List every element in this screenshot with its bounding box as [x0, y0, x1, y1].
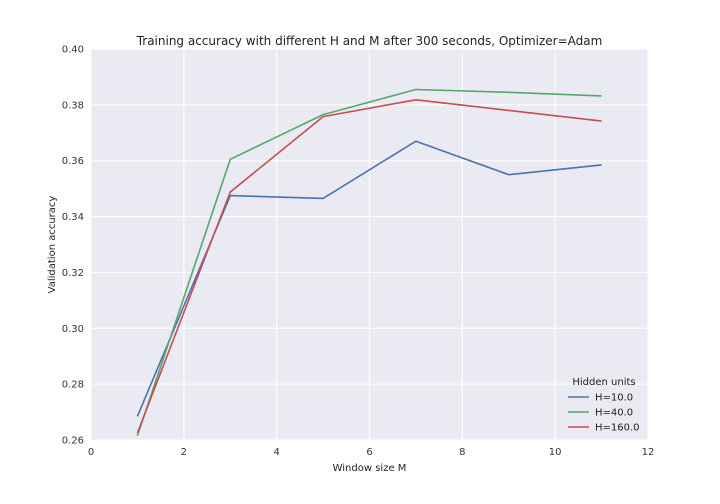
y-axis-label: Validation accuracy: [47, 196, 58, 294]
y-tick-label: 0.26: [62, 436, 84, 447]
x-tick-label: 0: [88, 447, 94, 458]
series-line: [136, 99, 602, 434]
legend-entry: H=160.0: [595, 423, 640, 434]
series-line: [136, 88, 602, 437]
y-tick-label: 0.32: [62, 268, 84, 279]
chart-title: Training accuracy with different H and M…: [136, 34, 603, 48]
y-tick-label: 0.36: [62, 156, 84, 167]
x-tick-label: 8: [459, 447, 465, 458]
series-lines: [136, 88, 602, 437]
x-tick-label: 2: [181, 447, 187, 458]
x-tick-label: 10: [549, 447, 562, 458]
tick-labels: 0 2 4 6 8 10 12 0.26 0.28 0.30 0.32 0.34 0.36 0.38 0.4…: [62, 45, 655, 459]
x-tick-label: 12: [642, 447, 655, 458]
y-tick-label: 0.34: [62, 212, 84, 223]
x-tick-label: 4: [273, 447, 279, 458]
y-tick-label: 0.28: [62, 380, 84, 391]
legend-title: Hidden units: [572, 377, 635, 388]
legend: Hidden units H=10.0 H=40.0 H=160.0: [568, 377, 640, 434]
y-tick-label: 0.40: [62, 45, 84, 56]
y-tick-label: 0.38: [62, 100, 84, 111]
x-tick-label: 6: [366, 447, 372, 458]
y-tick-label: 0.30: [62, 324, 84, 335]
legend-entry: H=40.0: [595, 408, 633, 419]
x-axis-label: Window size M: [333, 463, 407, 474]
grid-lines: [90, 48, 649, 441]
legend-entry: H=10.0: [595, 393, 633, 404]
